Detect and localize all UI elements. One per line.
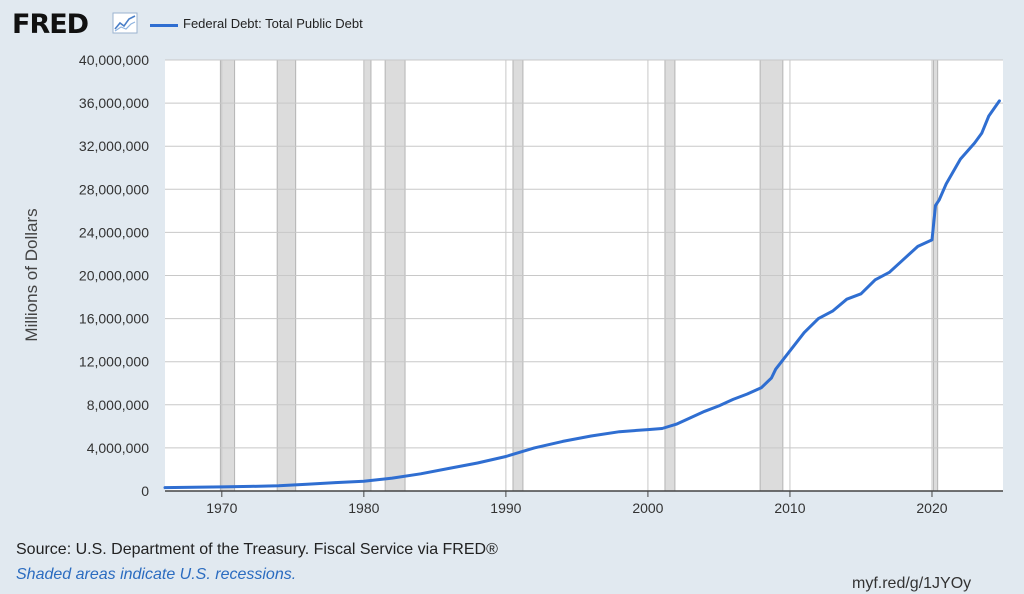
data-point <box>760 386 763 389</box>
data-point <box>959 157 962 161</box>
data-point <box>447 467 451 470</box>
y-tick-label: 12,000,000 <box>79 354 149 370</box>
data-point <box>973 141 976 145</box>
data-point <box>817 317 820 320</box>
data-point <box>788 349 792 353</box>
data-point <box>930 238 934 242</box>
data-point <box>476 461 479 465</box>
data-point <box>731 398 735 401</box>
data-point <box>646 428 650 431</box>
data-point <box>746 392 749 396</box>
data-point <box>277 484 280 488</box>
data-point <box>845 298 848 301</box>
legend-swatch <box>150 24 178 27</box>
source-note: Source: U.S. Department of the Treasury.… <box>16 541 498 558</box>
x-tick-label: 2010 <box>774 500 805 516</box>
x-tick-label: 2020 <box>916 500 947 516</box>
data-point <box>980 132 983 135</box>
x-tick-label: 1970 <box>206 500 237 516</box>
data-point <box>987 114 990 118</box>
data-point <box>391 476 394 480</box>
data-point <box>859 292 863 296</box>
data-point <box>998 99 1001 103</box>
data-point <box>944 182 948 186</box>
y-tick-label: 24,000,000 <box>79 224 149 240</box>
y-tick-label: 16,000,000 <box>79 311 149 327</box>
data-point <box>192 486 195 489</box>
data-point <box>873 278 877 282</box>
data-point <box>561 440 564 443</box>
y-tick-label: 36,000,000 <box>79 95 149 111</box>
data-point <box>770 376 773 380</box>
x-tick-label: 2000 <box>632 500 663 516</box>
data-point <box>504 455 508 458</box>
data-point <box>675 422 678 426</box>
data-point <box>717 404 721 408</box>
recession-note: Shaded areas indicate U.S. recessions. <box>16 566 297 583</box>
y-axis-label: Millions of Dollars <box>22 208 41 341</box>
data-point <box>916 245 919 248</box>
y-tick-label: 28,000,000 <box>79 181 149 197</box>
y-tick-label: 8,000,000 <box>87 397 149 413</box>
y-tick-label: 32,000,000 <box>79 138 149 154</box>
x-tick-label: 1980 <box>348 500 379 516</box>
data-point <box>831 309 834 313</box>
trend-chart-icon <box>112 12 138 34</box>
legend-label: Federal Debt: Total Public Debt <box>183 16 363 31</box>
y-tick-label: 20,000,000 <box>79 268 149 284</box>
data-point <box>618 430 621 433</box>
y-tick-label: 40,000,000 <box>79 52 149 68</box>
fred-logo[interactable]: FRED <box>12 9 89 40</box>
data-point <box>249 485 252 488</box>
data-point <box>419 472 422 475</box>
data-point <box>902 258 905 261</box>
data-point <box>660 427 664 430</box>
x-tick-label: 1990 <box>490 500 521 516</box>
data-point <box>163 486 167 489</box>
data-point <box>305 483 309 486</box>
data-point <box>888 271 891 274</box>
short-link[interactable]: myf.red/g/1JYOy <box>852 575 972 592</box>
data-point <box>703 410 706 413</box>
data-point <box>802 331 806 334</box>
data-point <box>362 480 366 483</box>
data-point <box>934 204 937 207</box>
y-tick-label: 4,000,000 <box>87 440 149 456</box>
data-point <box>334 481 337 484</box>
data-point <box>533 446 536 450</box>
data-point <box>589 434 593 438</box>
data-point <box>689 416 692 419</box>
data-point <box>220 485 224 489</box>
y-tick-label: 0 <box>141 483 149 499</box>
data-point <box>937 198 941 202</box>
data-point <box>774 368 777 371</box>
